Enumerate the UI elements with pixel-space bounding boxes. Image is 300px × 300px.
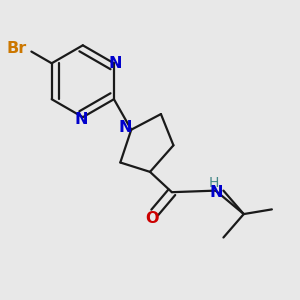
Text: O: O xyxy=(145,211,158,226)
Text: Br: Br xyxy=(7,41,27,56)
Text: N: N xyxy=(74,112,88,127)
Text: H: H xyxy=(209,176,219,190)
Text: N: N xyxy=(209,185,223,200)
Text: N: N xyxy=(119,120,132,135)
Text: N: N xyxy=(109,56,122,71)
